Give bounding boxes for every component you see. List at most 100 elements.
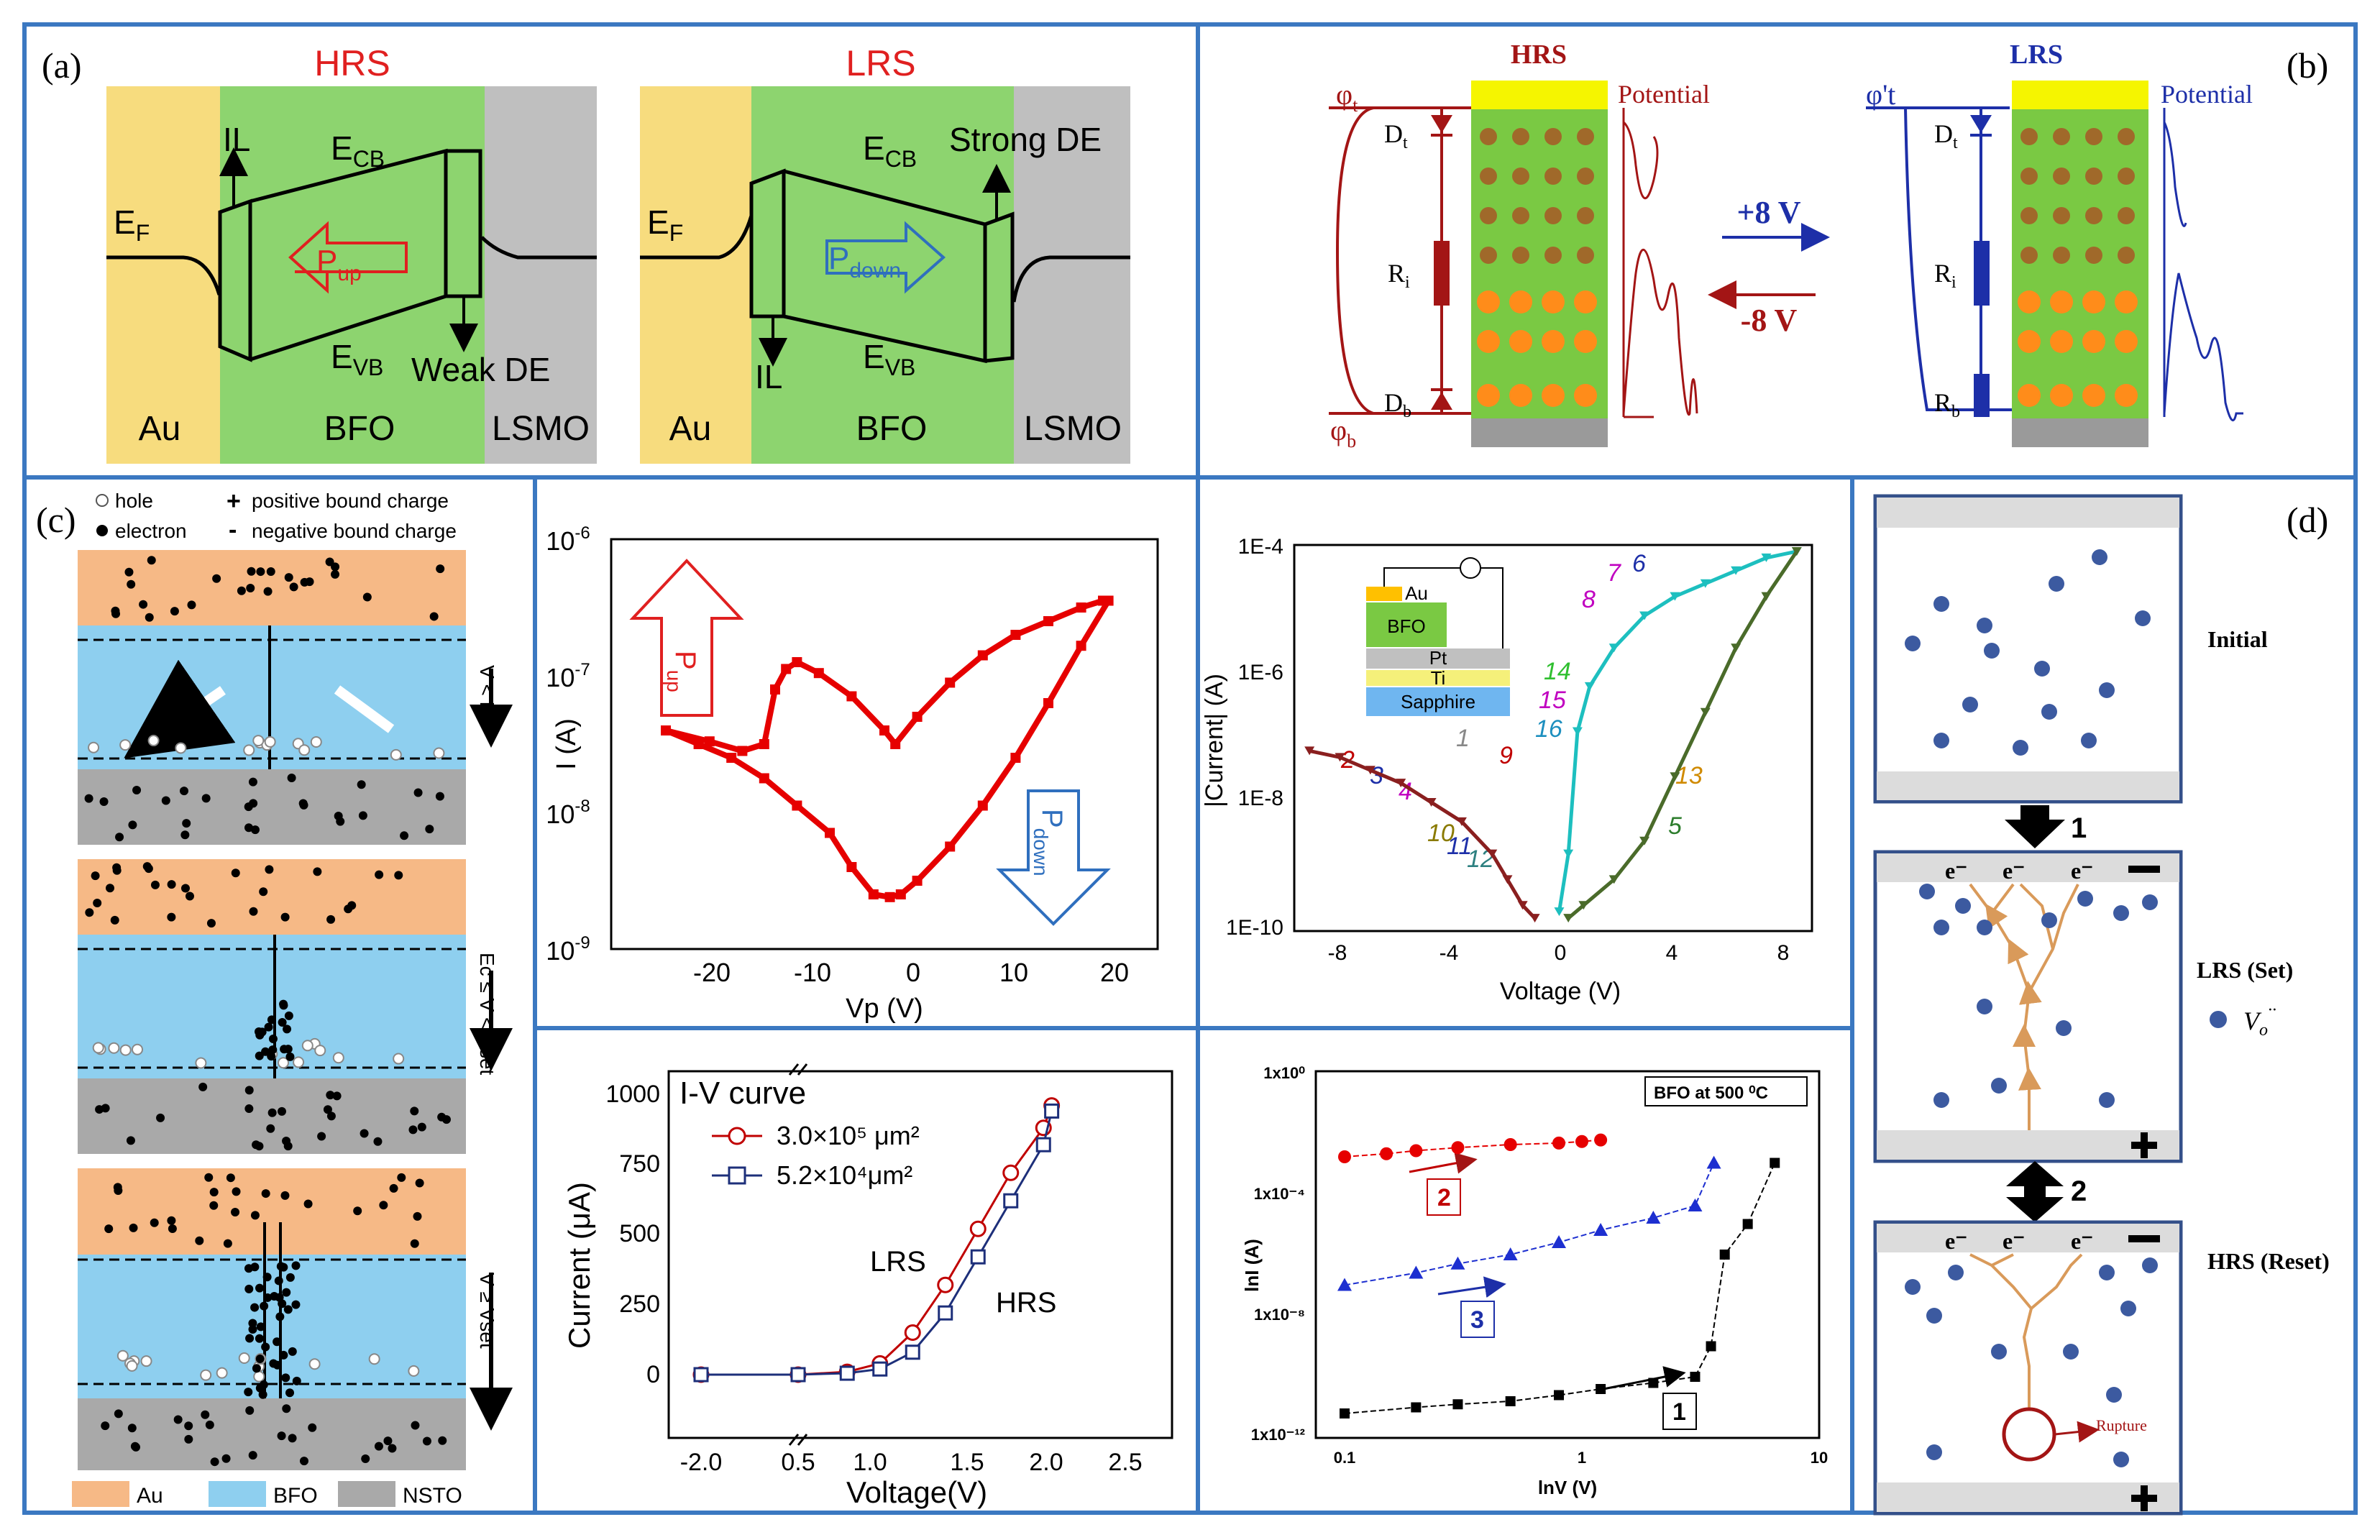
strong-de-label: Strong DE (949, 121, 1102, 158)
electron-dot (299, 800, 308, 810)
rb-sub: b (1951, 403, 1960, 421)
svg-text:Pup: Pup (663, 651, 701, 692)
ivlin-point (970, 1249, 986, 1265)
electron-dot (275, 1312, 285, 1321)
electron-dot (288, 1434, 297, 1443)
panel-b-lrs: LRS φ't Dt Ri Rb Potential (1866, 40, 2253, 447)
ip-segment (1047, 605, 1083, 624)
ivlog-point (1572, 727, 1583, 736)
device-stack: Au BFO Pt Ti Sapphire (1366, 557, 1510, 716)
curve-6: 6 (1632, 550, 1646, 577)
ivlog-data (1304, 546, 1802, 923)
electron-dot (268, 1045, 278, 1055)
vacancy-dots (2020, 128, 2135, 264)
lsmo-label: LSMO (492, 410, 590, 448)
ip-p-up: P (669, 651, 701, 670)
reset-voltage: -8 V (1741, 303, 1798, 338)
vacancy-dot (1955, 898, 1971, 914)
xtick: 2.0 (1029, 1449, 1063, 1476)
hole-dot (393, 1053, 405, 1065)
ef-label: E (114, 203, 136, 241)
state-initial-label: Initial (2207, 626, 2268, 652)
p-up-arrow (629, 559, 744, 717)
electron-dot (139, 600, 148, 609)
p-up-label: P (316, 244, 337, 279)
ivlin-y-ticks: 1000 750 500 250 0 (605, 1081, 660, 1388)
ivlin-point (872, 1361, 888, 1377)
legend-1: 3.0×10⁵ μm² (777, 1121, 920, 1150)
vacancy-dot (2056, 1020, 2072, 1036)
ivlin-point (790, 1367, 806, 1383)
hole-dot (264, 735, 276, 748)
ivlog-point (1365, 766, 1376, 775)
vacancy-dot (1977, 999, 1992, 1014)
vacancy-dot (2106, 1387, 2122, 1403)
ytick: 0 (646, 1361, 660, 1388)
ivlin-data (692, 1097, 1061, 1383)
vacancy-dot (1905, 636, 1921, 651)
electron-dot (425, 825, 434, 834)
electron-dot (261, 1047, 270, 1056)
electron-dot (255, 1334, 264, 1343)
electron-dot (305, 577, 314, 587)
hole-dot (108, 1042, 120, 1054)
ri-label: R (1388, 259, 1405, 288)
electron-dot (250, 1303, 260, 1312)
electron-dot (284, 573, 293, 582)
electron-dot (278, 1017, 287, 1027)
potential-label: Potential (2161, 80, 2253, 109)
electron-dot (285, 1052, 295, 1061)
hole-dot (298, 744, 311, 756)
svg-text:+: + (226, 487, 241, 515)
ivlog-point (1639, 611, 1650, 620)
svg-text:EVB: EVB (863, 338, 915, 380)
stack-ti: Ti (1431, 667, 1446, 689)
panel-b-label: (b) (2287, 45, 2328, 86)
set-voltage: +8 V (1736, 195, 1800, 230)
electron-dot (287, 774, 296, 783)
electron-dot (375, 870, 384, 879)
hole-dot (195, 1057, 207, 1069)
electron-dot (303, 1199, 313, 1209)
electron-dot (145, 613, 154, 622)
ivlog-point (1731, 643, 1741, 653)
electron-dot (126, 1136, 135, 1145)
panel-c: (c) hole electron + positive bound charg… (36, 487, 513, 1508)
electron-dot (106, 884, 115, 893)
electron-dot (128, 820, 137, 830)
electron-dot (248, 1325, 257, 1334)
electron-dot (205, 1420, 214, 1429)
electron-dot (326, 1091, 335, 1100)
lnln-point (1706, 1155, 1721, 1169)
electron-dot (362, 592, 372, 602)
electron-dot (195, 1236, 204, 1245)
ivlog-point (1584, 682, 1595, 691)
ef-sub: F (669, 220, 684, 246)
electron-dot (347, 901, 357, 910)
electron-dot (232, 1187, 241, 1196)
hole-dot (119, 1044, 132, 1056)
svg-text:φb: φb (1330, 414, 1356, 452)
hole-dot (147, 735, 160, 747)
ecb-label: E (863, 129, 885, 167)
electron-dot (209, 1188, 219, 1197)
electron-dot (282, 1288, 291, 1297)
lnln-ylabel: lnI (A) (1241, 1239, 1263, 1292)
legend-negative: negative bound charge (252, 520, 457, 542)
ivlin-point (937, 1276, 954, 1293)
hole-dot (278, 1057, 290, 1069)
svg-text:Pdown: Pdown (828, 241, 901, 283)
ivlog-point (1426, 798, 1437, 807)
ip-segment (1012, 701, 1051, 760)
ri-label: R (1934, 259, 1951, 288)
ip-segment (784, 659, 799, 672)
rupture-label: Rupture (2096, 1416, 2147, 1434)
vacancy-dot (2013, 740, 2028, 756)
electron-dot (400, 831, 409, 840)
fermi-level-right (480, 236, 597, 260)
ivlog-point (1578, 901, 1589, 910)
resistor-ri (1434, 241, 1450, 306)
ivlin-ylabel: Current (μA) (562, 1182, 596, 1349)
electron-dot (267, 1108, 277, 1117)
hole-dot (126, 1360, 138, 1372)
